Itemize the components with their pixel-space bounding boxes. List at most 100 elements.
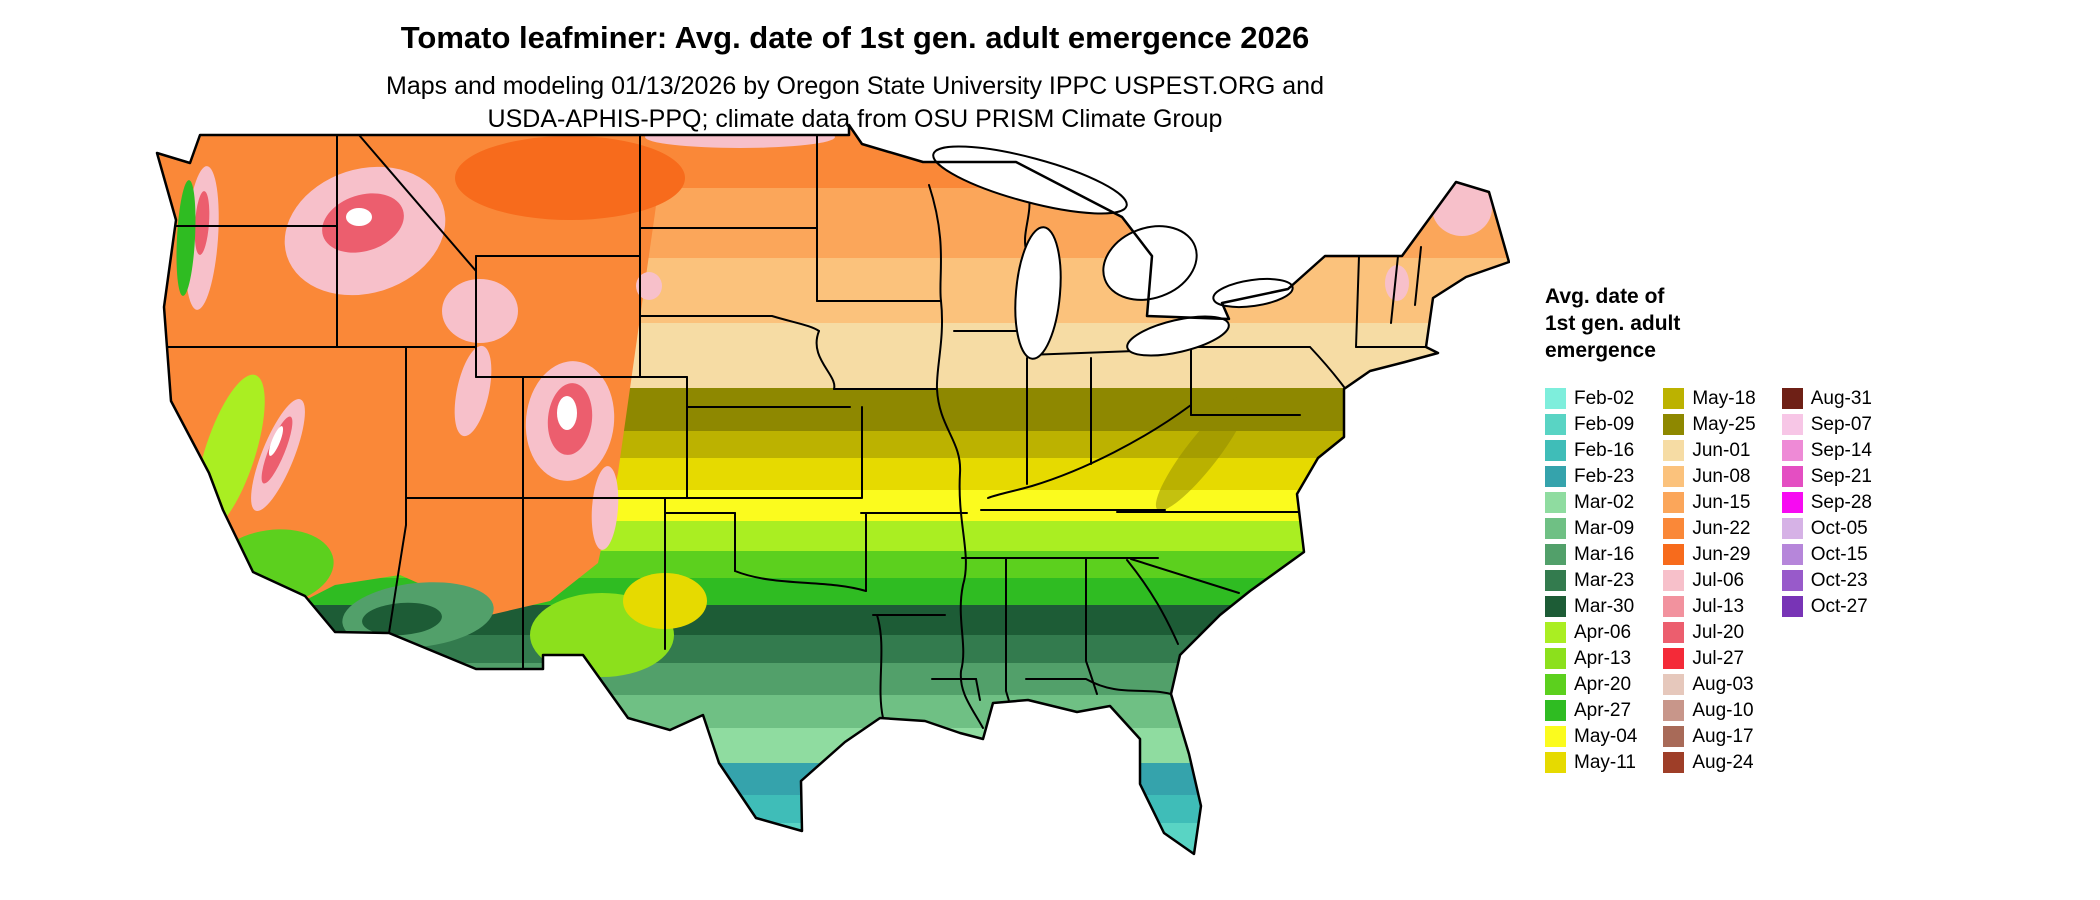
legend-entry: Aug-17: [1663, 726, 1755, 747]
legend-entry: Apr-06: [1545, 622, 1637, 643]
legend-label: Mar-16: [1574, 544, 1635, 565]
legend-label: Mar-23: [1574, 570, 1635, 591]
us-map-svg: [155, 123, 1511, 856]
legend-entry: Jul-13: [1663, 596, 1755, 617]
legend-entry: Mar-30: [1545, 596, 1637, 617]
legend-swatch: [1781, 492, 1803, 513]
legend-entry: Jun-08: [1663, 466, 1755, 487]
legend-swatch: [1545, 700, 1566, 721]
legend-swatch: [1781, 388, 1803, 409]
legend-column-2: May-18 May-25 Jun-01 Jun-08 Jun-15 Jun-22 Jun-…: [1663, 388, 1756, 778]
legend-label: Apr-06: [1574, 622, 1632, 643]
legend-label: Mar-09: [1574, 518, 1635, 539]
legend-swatch: [1781, 544, 1803, 565]
legend-label: Feb-09: [1574, 414, 1635, 435]
legend-entry: Mar-02: [1545, 492, 1637, 513]
legend-swatch: [1545, 440, 1566, 461]
subtitle-line-2: USDA-APHIS-PPQ; climate data from OSU PR…: [487, 105, 1223, 133]
legend-entry: Feb-16: [1545, 440, 1637, 461]
legend-label: Jul-13: [1692, 596, 1745, 617]
legend-title-line-1: Avg. date of: [1545, 285, 1665, 308]
legend-swatch: [1663, 544, 1685, 565]
legend-entry: Jun-22: [1663, 518, 1755, 539]
legend-entry: Mar-09: [1545, 518, 1637, 539]
legend-swatch: [1663, 596, 1685, 617]
legend-entry: Apr-13: [1545, 648, 1637, 669]
page-title: Tomato leafminer: Avg. date of 1st gen. …: [400, 20, 1310, 55]
legend-columns: Feb-02 Feb-09 Feb-16 Feb-23 Mar-02 Mar-09 Mar-…: [1545, 388, 1872, 778]
legend-entry: Jun-15: [1663, 492, 1755, 513]
legend-swatch: [1781, 414, 1803, 435]
legend-label: May-18: [1692, 388, 1756, 409]
map-fill-layers: [157, 125, 1509, 854]
legend-entry: Mar-16: [1545, 544, 1637, 565]
legend-swatch: [1545, 596, 1566, 617]
legend-swatch: [1545, 726, 1566, 747]
legend-label: Jun-22: [1692, 518, 1751, 539]
legend-swatch: [1545, 388, 1566, 409]
legend-swatch: [1545, 752, 1566, 773]
legend-label: Feb-16: [1574, 440, 1635, 461]
legend-swatch: [1663, 752, 1685, 773]
legend-entry: Feb-23: [1545, 466, 1637, 487]
legend-swatch: [1545, 674, 1566, 695]
legend-entry: Feb-02: [1545, 388, 1637, 409]
legend-swatch: [1545, 518, 1566, 539]
legend-label: Sep-21: [1810, 466, 1872, 487]
legend-label: Sep-14: [1810, 440, 1872, 461]
legend-label: Aug-10: [1692, 700, 1754, 721]
legend-label: Jul-27: [1692, 648, 1745, 669]
legend-label: Jun-08: [1692, 466, 1751, 487]
legend-swatch: [1545, 648, 1566, 669]
legend-entry: Aug-03: [1663, 674, 1755, 695]
legend-label: Jun-15: [1692, 492, 1751, 513]
legend-entry: Oct-27: [1781, 596, 1872, 617]
legend-label: Aug-03: [1692, 674, 1754, 695]
legend-entry: Oct-23: [1781, 570, 1872, 591]
legend-entry: Aug-24: [1663, 752, 1755, 773]
legend: Avg. date of 1st gen. adult emergence Fe…: [1545, 283, 1872, 778]
legend-label: Sep-28: [1810, 492, 1872, 513]
legend-label: Aug-31: [1810, 388, 1872, 409]
us-outline: [155, 123, 1511, 856]
legend-entry: Sep-21: [1781, 466, 1872, 487]
legend-entry: Jun-29: [1663, 544, 1755, 565]
legend-swatch: [1545, 492, 1566, 513]
legend-label: Feb-02: [1574, 388, 1635, 409]
legend-label: Jul-06: [1692, 570, 1745, 591]
legend-swatch: [1663, 440, 1685, 461]
legend-entry: Sep-28: [1781, 492, 1872, 513]
legend-column-3: Aug-31 Sep-07 Sep-14 Sep-21 Sep-28 Oct-05 Oct-…: [1781, 388, 1872, 622]
legend-swatch: [1781, 466, 1803, 487]
legend-entry: Oct-05: [1781, 518, 1872, 539]
legend-label: Aug-24: [1692, 752, 1754, 773]
legend-entry: Sep-07: [1781, 414, 1872, 435]
legend-label: Apr-13: [1574, 648, 1632, 669]
legend-entry: Jul-06: [1663, 570, 1755, 591]
legend-swatch: [1663, 492, 1685, 513]
legend-label: May-25: [1692, 414, 1756, 435]
legend-swatch: [1781, 596, 1803, 617]
legend-entry: Jun-01: [1663, 440, 1755, 461]
legend-swatch: [1663, 726, 1685, 747]
legend-label: Oct-15: [1810, 544, 1868, 565]
legend-entry: Feb-09: [1545, 414, 1637, 435]
legend-label: Mar-02: [1574, 492, 1635, 513]
legend-swatch: [1545, 544, 1566, 565]
legend-entry: May-04: [1545, 726, 1637, 747]
legend-label: Sep-07: [1810, 414, 1872, 435]
legend-label: Apr-20: [1574, 674, 1632, 695]
legend-entry: Mar-23: [1545, 570, 1637, 591]
legend-swatch: [1663, 414, 1685, 435]
legend-label: Aug-17: [1692, 726, 1754, 747]
legend-swatch: [1545, 466, 1566, 487]
legend-entry: Apr-27: [1545, 700, 1637, 721]
legend-swatch: [1545, 414, 1566, 435]
legend-swatch: [1545, 570, 1566, 591]
legend-swatch: [1663, 622, 1685, 643]
legend-swatch: [1663, 674, 1685, 695]
legend-swatch: [1663, 700, 1685, 721]
legend-label: Mar-30: [1574, 596, 1635, 617]
legend-label: May-04: [1574, 726, 1638, 747]
legend-swatch: [1663, 466, 1685, 487]
